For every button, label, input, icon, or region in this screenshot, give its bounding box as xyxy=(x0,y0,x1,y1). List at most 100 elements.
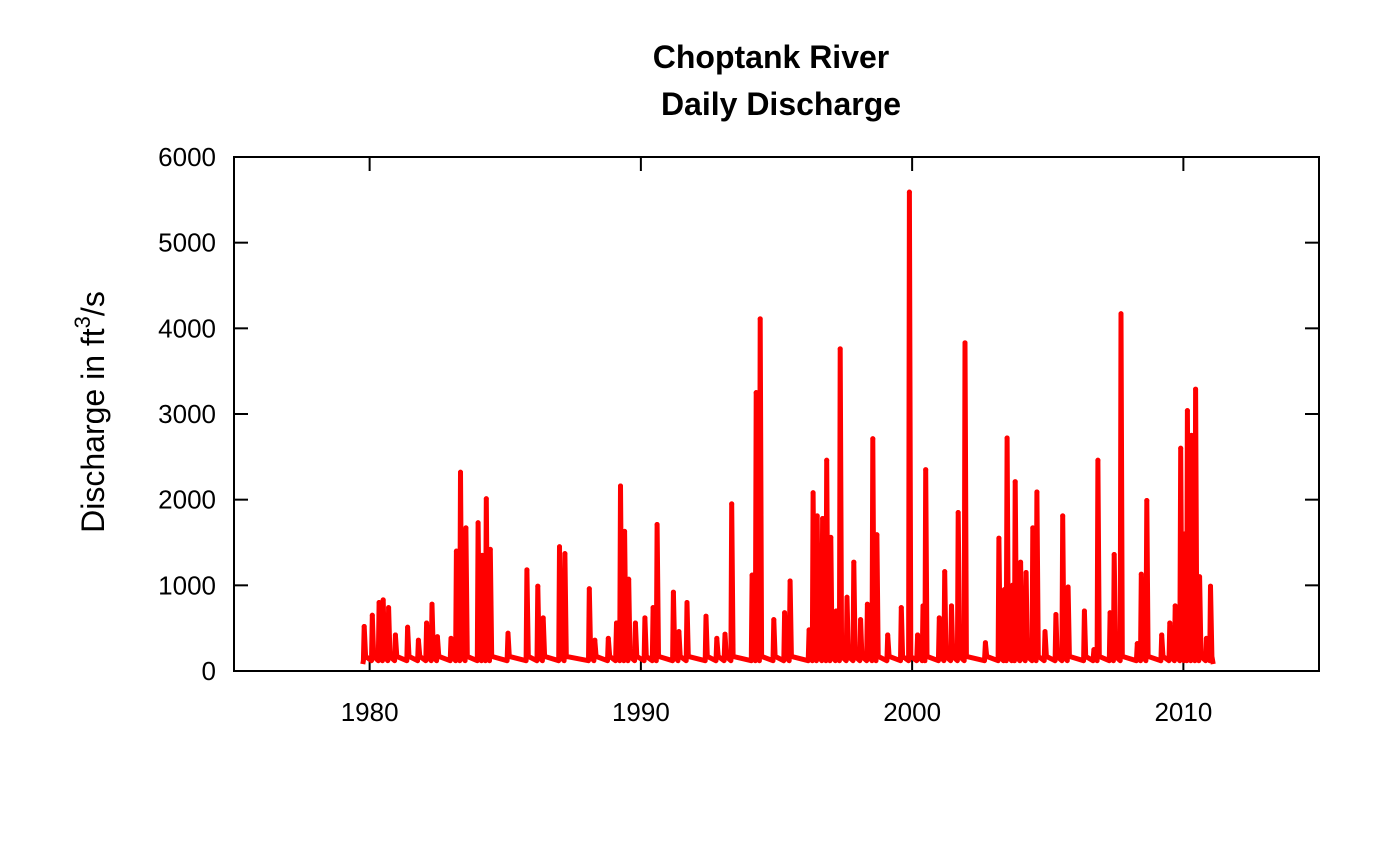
discharge-peak-point xyxy=(654,522,660,527)
discharge-peak-point xyxy=(434,634,440,640)
discharge-peak-point xyxy=(923,467,929,473)
discharge-peak-point xyxy=(864,601,870,607)
discharge-peak-point xyxy=(824,457,830,463)
discharge-peak-point xyxy=(614,620,619,626)
discharge-peak-point xyxy=(729,501,735,507)
discharge-peak-point xyxy=(1184,408,1190,414)
discharge-peak-point xyxy=(1001,587,1007,593)
discharge-peak-point xyxy=(820,516,826,521)
discharge-peak-point xyxy=(920,603,926,609)
discharge-peak-point xyxy=(524,567,530,573)
discharge-peak-point xyxy=(1203,635,1209,641)
discharge-peak-point xyxy=(1018,559,1024,565)
discharge-peak-point xyxy=(605,635,611,641)
y-axis-label-text: Discharge in ft xyxy=(75,328,111,533)
discharge-peak-point xyxy=(380,597,386,603)
discharge-peak-point xyxy=(982,640,988,646)
discharge-peak-point xyxy=(1004,435,1010,441)
discharge-peak-point xyxy=(1159,632,1165,638)
discharge-peak-point xyxy=(851,559,857,565)
discharge-peak-point xyxy=(369,612,375,618)
y-tick-label: 5000 xyxy=(158,228,216,258)
series-layer xyxy=(360,189,1216,665)
discharge-peak-point xyxy=(753,390,759,396)
x-axis: 1980 1990 2000 2010 xyxy=(341,157,1212,727)
discharge-peak-point xyxy=(749,572,755,578)
discharge-peak-point xyxy=(1034,489,1040,495)
discharge-peak-point xyxy=(405,624,411,630)
discharge-peak-point xyxy=(392,632,398,638)
discharge-peak-point xyxy=(714,635,720,641)
discharge-peak-point xyxy=(1065,584,1071,590)
discharge-peak-point xyxy=(463,525,469,531)
discharge-peak-point xyxy=(1197,574,1203,580)
plot-frame xyxy=(233,156,1320,672)
discharge-peak-point xyxy=(626,576,632,582)
discharge-peak-point xyxy=(1118,311,1124,317)
discharge-peak-point xyxy=(1091,647,1097,653)
discharge-peak-point xyxy=(703,613,709,619)
discharge-peak-point xyxy=(885,632,891,638)
discharge-peak-point xyxy=(955,510,961,515)
discharge-peak-point xyxy=(874,532,880,538)
discharge-peak-point xyxy=(1030,525,1036,531)
discharge-peak-point xyxy=(361,624,367,629)
discharge-peak-point xyxy=(828,534,834,540)
discharge-peak-point xyxy=(936,615,942,621)
discharge-peak-point xyxy=(782,610,788,616)
discharge-peak-point xyxy=(458,469,463,475)
discharge-peak-point xyxy=(906,189,912,195)
y-tick-label: 0 xyxy=(202,656,216,686)
discharge-peak-point xyxy=(618,483,623,489)
discharge-peak-point xyxy=(837,346,843,352)
discharge-peak-point xyxy=(810,490,816,496)
x-tick-label: 1990 xyxy=(612,697,670,727)
y-axis-label-suffix: /s xyxy=(75,291,111,316)
discharge-peak-point xyxy=(942,569,948,575)
discharge-peak-point xyxy=(858,617,864,623)
discharge-peak-point xyxy=(1053,612,1059,617)
discharge-peak-point xyxy=(592,637,598,643)
discharge-peak-point xyxy=(475,520,481,526)
discharge-peak-point xyxy=(376,600,382,605)
discharge-peak-point xyxy=(1138,571,1144,577)
discharge-peak-point xyxy=(1172,603,1178,609)
discharge-peak-point xyxy=(1167,620,1173,626)
discharge-peak-point xyxy=(1095,457,1101,463)
discharge-peak-point xyxy=(814,513,820,519)
discharge-peak-point xyxy=(1010,582,1015,588)
discharge-peak-point xyxy=(722,631,728,637)
discharge-peak-point xyxy=(487,546,493,552)
discharge-peak-point xyxy=(386,605,392,611)
x-tick-label: 2000 xyxy=(883,697,941,727)
discharge-peak-point xyxy=(429,601,435,607)
discharge-peak-point xyxy=(833,608,839,614)
discharge-peak-point xyxy=(915,632,921,638)
discharge-peak-point xyxy=(1060,513,1066,519)
discharge-peak-point xyxy=(1182,531,1188,537)
discharge-peak-point xyxy=(670,589,676,595)
discharge-peak-point xyxy=(676,629,682,635)
discharge-peak-point xyxy=(642,615,648,621)
discharge-peak-point xyxy=(650,605,656,611)
discharge-peak-point xyxy=(535,583,541,589)
chart-subtitle: Daily Discharge xyxy=(661,86,901,122)
x-tick-label: 1980 xyxy=(341,697,399,727)
discharge-peak-point xyxy=(1144,498,1150,503)
discharge-peak-point xyxy=(540,615,546,621)
discharge-peak-point xyxy=(1208,583,1213,589)
discharge-peak-point xyxy=(479,552,485,558)
discharge-peak-point xyxy=(844,594,850,600)
discharge-line xyxy=(360,189,1216,665)
y-axis: 0 1000 2000 3000 4000 5000 6000 xyxy=(158,142,1319,686)
discharge-peak-point xyxy=(684,600,690,605)
discharge-peak-point xyxy=(806,627,812,633)
discharge-peak-point xyxy=(505,630,511,636)
discharge-peak-point xyxy=(632,620,638,626)
discharge-peak-point xyxy=(1107,610,1113,616)
discharge-peak-point xyxy=(1081,608,1087,614)
chart-title: Choptank River xyxy=(653,39,889,75)
discharge-peak-point xyxy=(1193,386,1199,392)
discharge-peak-point xyxy=(787,578,793,584)
